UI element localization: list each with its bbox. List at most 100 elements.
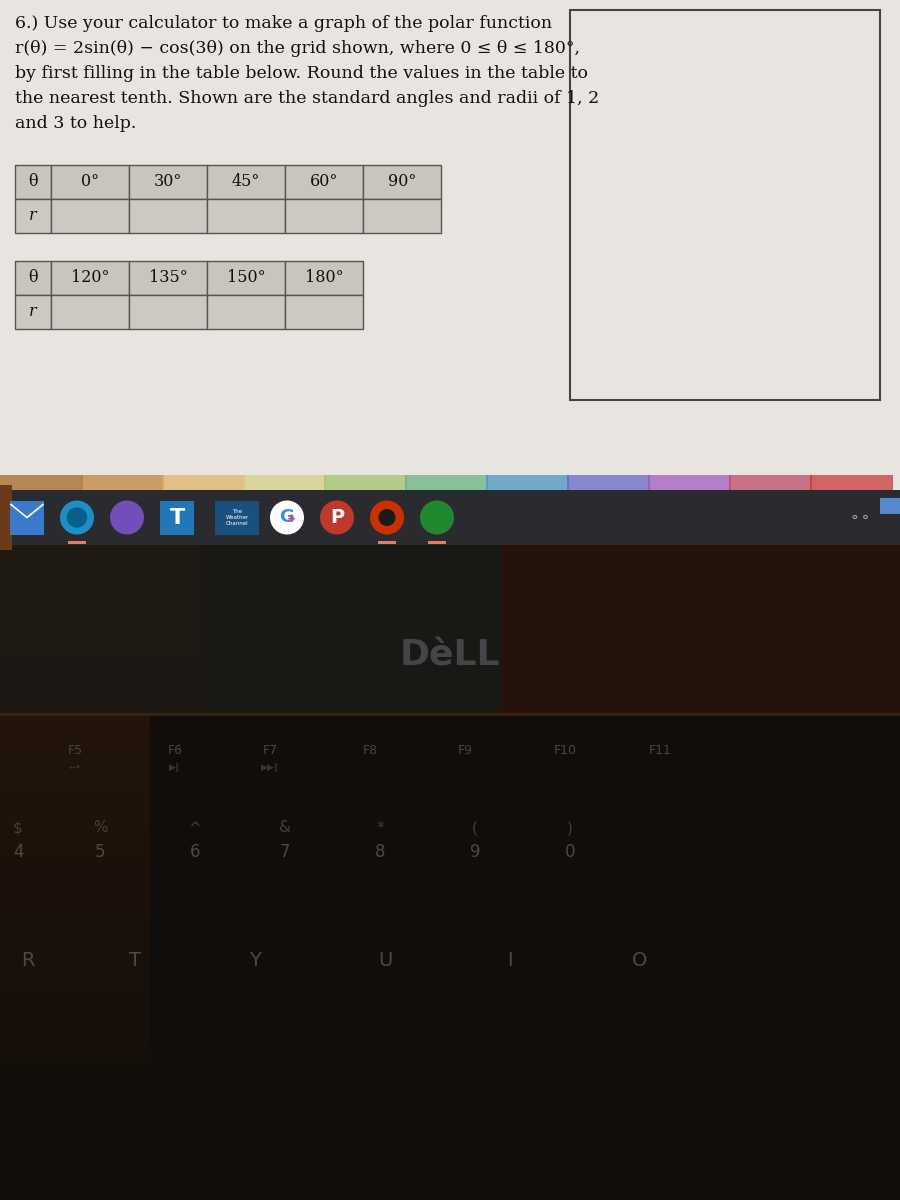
Text: (: ( [472,821,478,835]
Text: 0°: 0° [81,174,99,191]
Bar [0,665,200,668]
Bar [0,887,200,890]
Bar [0,1019,200,1022]
Text: T: T [129,950,141,970]
Bar [285,164,363,199]
Bar [0,911,200,914]
Bar [0,792,150,796]
Text: Y: Y [249,950,261,970]
Bar [0,1046,200,1049]
Bar [0,860,150,864]
Bar [0,880,150,884]
Bar [0,929,200,932]
Bar [0,1044,150,1048]
Bar [0,1048,150,1052]
Bar [15,199,51,233]
Text: r: r [29,304,37,320]
Bar [0,1040,150,1044]
Bar [363,199,441,233]
Bar [0,713,900,716]
Text: The
Weather
Channel: The Weather Channel [225,509,248,526]
Bar [0,851,200,854]
Bar [0,936,150,940]
Bar [0,1180,150,1184]
Bar [0,1028,200,1031]
Bar [0,995,200,998]
Bar [0,800,150,804]
Bar [0,755,200,758]
Bar [0,1008,150,1012]
Text: ←•: ←• [68,763,81,773]
Bar [0,888,150,892]
Text: by first filling in the table below. Round the values in the table to: by first filling in the table below. Rou… [15,65,588,82]
Bar [0,1032,150,1036]
Bar [0,650,200,653]
Circle shape [60,500,94,534]
Circle shape [320,500,354,534]
Bar [0,796,150,800]
Bar [0,1192,150,1196]
Bar [0,800,200,803]
Text: O: O [633,950,648,970]
Bar [0,1085,200,1088]
Bar [363,164,441,199]
Bar [0,740,150,744]
Bar [0,1124,200,1127]
Text: F10: F10 [554,744,577,756]
Bar [207,164,285,199]
Bar [0,914,200,917]
Bar [0,1028,150,1032]
Bar [215,500,259,534]
Bar [0,575,200,578]
Bar [0,1124,150,1128]
Bar [0,875,200,878]
Bar [0,1176,150,1180]
Bar [0,956,200,959]
Text: R: R [22,950,35,970]
Bar [0,1188,150,1192]
Bar [0,812,200,815]
Text: $: $ [14,821,22,835]
Text: 45°: 45° [232,174,260,191]
Bar [0,1079,200,1082]
Bar [129,260,207,295]
Bar [0,960,150,964]
Bar [0,968,150,972]
Bar [0,1007,200,1010]
Bar [0,722,200,725]
Text: G: G [280,509,294,527]
Bar [207,199,285,233]
Bar [0,938,200,941]
Bar [0,947,200,950]
Bar [0,974,200,977]
Bar [51,199,129,233]
Text: F7: F7 [263,744,277,756]
Bar [0,716,200,719]
Bar [0,984,150,988]
Bar [0,856,150,860]
Bar [500,545,900,745]
Bar [0,844,150,848]
Bar [0,707,200,710]
Bar [0,764,150,768]
Bar [0,623,200,626]
Bar [0,791,200,794]
Text: ▶‖: ▶‖ [169,763,181,773]
Bar [0,928,150,932]
Bar [0,563,200,566]
Bar [0,761,200,764]
Bar [0,806,200,809]
Bar [0,869,200,872]
Bar [0,1148,150,1152]
Bar [0,1004,200,1007]
Circle shape [270,500,304,534]
Bar [162,475,245,494]
Bar [0,824,150,828]
Bar [0,983,200,986]
Text: F9: F9 [457,744,472,756]
Bar [0,629,200,632]
Bar [0,812,150,816]
Bar [0,1103,200,1106]
Text: U: U [378,950,392,970]
Bar [0,614,200,617]
